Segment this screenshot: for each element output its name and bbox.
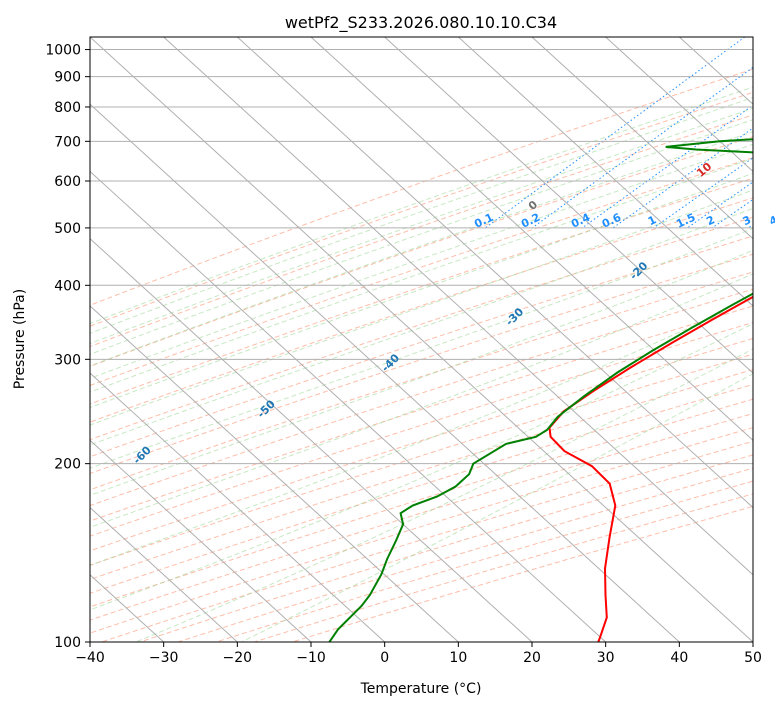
y-tick-label: 500 [54,221,81,237]
dry-adiabat [90,177,753,405]
isotherm-gridline [90,170,607,642]
x-tick-label: −40 [75,650,105,666]
y-tick-label: 700 [54,134,81,150]
dewpoint-profile-line [328,138,753,642]
dry-adiabat [90,369,753,580]
dry-adiabat [90,337,753,552]
thermo-background-lines [90,37,753,642]
moist-adiabat [90,227,753,469]
isotherm-gridline [90,506,238,642]
y-tick-label: 300 [54,352,81,368]
y-tick-label: 200 [54,457,81,473]
x-tick-label: 30 [597,650,615,666]
temperature-profile-line [548,295,753,642]
y-tick-label: 100 [54,635,81,651]
isotherm-gridline [90,372,386,642]
moist-adiabat [90,189,753,426]
dry-adiabat [90,68,753,306]
profile-lines [328,138,753,642]
mixing-ratio-line [485,37,746,229]
x-tick-label: 20 [523,650,541,666]
y-tick-label: 800 [54,100,81,116]
x-tick-label: 10 [449,650,467,666]
moist-adiabat [90,297,753,566]
moist-adiabat [241,373,753,642]
mixing-ratio-line [653,157,753,229]
dry-adiabat [90,321,753,537]
moist-adiabat [90,273,753,528]
moist-adiabat [90,131,753,367]
mixing-ratio-line [531,66,753,229]
isotherm-gridline [310,37,753,442]
isotherm-gridline [163,37,753,576]
y-tick-label: 400 [54,278,81,294]
isotherm-gridline [531,37,753,240]
x-tick-label: −30 [149,650,179,666]
isotherm-gridline [90,37,753,642]
x-axis-label: Temperature (°C) [360,681,482,697]
mixing-ratio-label: 4 [767,213,775,228]
y-tick-label: 900 [54,70,81,86]
isotherm-gridline [384,37,753,374]
x-tick-label: 50 [744,650,762,666]
y-tick-label: 1000 [45,43,81,59]
moist-adiabat [90,157,753,393]
dry-adiabat [90,114,753,348]
y-axis-ticks: 1000 900 800 700 600 500 400 300 200 100 [45,43,90,651]
x-axis-ticks: −40 −30 −20 −10 0 10 20 30 40 50 [75,642,762,666]
dry-adiabat [90,353,753,566]
chart-title: wetPf2_S233.2026.080.10.10.C34 [285,13,557,33]
moist-adiabat [90,107,753,345]
moist-adiabat [90,143,753,379]
moist-adiabat [90,207,753,446]
isotherm-gridline [90,103,680,642]
y-axis-label: Pressure (hPa) [12,289,28,389]
x-tick-label: −20 [223,650,253,666]
y-tick-label: 600 [54,174,81,190]
isotherm-gridline [90,439,312,642]
isotherm-gridline [457,37,753,307]
moist-adiabat [90,119,753,355]
x-tick-label: 40 [670,650,688,666]
x-tick-label: 0 [380,650,389,666]
dry-adiabat [90,136,753,367]
x-tick-label: −10 [296,650,326,666]
isotherm-gridline [605,37,753,173]
isotherm-gridline [90,237,533,642]
dry-adiabat [90,383,753,594]
isotherm-gridline [90,305,459,642]
dry-adiabat [90,305,753,522]
plot-frame [89,36,754,643]
isotherm-gridline [236,37,753,509]
moist-adiabat [90,172,753,409]
